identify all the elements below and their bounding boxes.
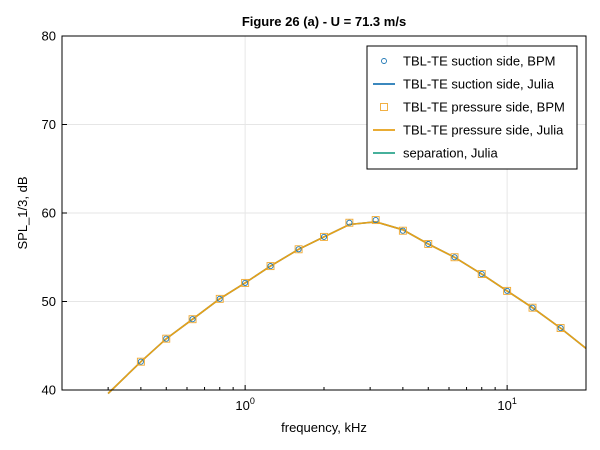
data-point (294, 245, 303, 254)
data-point (556, 324, 565, 332)
data-point (371, 216, 380, 225)
series-line (107, 220, 587, 395)
data-point (189, 316, 196, 323)
series (107, 220, 587, 395)
y-tick-label: 60 (42, 206, 56, 221)
series (137, 217, 564, 365)
data-point (451, 254, 458, 261)
x-tick-label: 100 (235, 396, 254, 413)
data-point (424, 240, 433, 248)
series-layer (107, 216, 587, 395)
legend-marker (380, 103, 388, 111)
legend-item: TBL-TE suction side, BPM (381, 54, 555, 69)
y-tick-label: 40 (42, 383, 56, 398)
legend-label: TBL-TE pressure side, Julia (403, 123, 564, 138)
data-point (320, 232, 328, 241)
legend-marker (381, 58, 387, 64)
legend-box (366, 45, 578, 170)
y-tick-label: 50 (42, 294, 56, 309)
x-tick-label: 101 (497, 396, 516, 413)
legend: TBL-TE suction side, BPM TBL-TE suction s… (366, 45, 578, 170)
legend-label: TBL-TE pressure side, BPM (403, 100, 565, 115)
data-point (398, 226, 407, 235)
data-point (528, 303, 537, 312)
data-point (345, 218, 354, 227)
y-tick-label: 80 (42, 29, 56, 44)
data-point (557, 324, 564, 332)
data-point (215, 294, 224, 303)
data-point (425, 240, 432, 248)
series-line (107, 220, 587, 395)
data-point (267, 263, 274, 270)
data-point (163, 335, 170, 342)
y-tick-label: 70 (42, 117, 56, 132)
data-point (477, 270, 486, 279)
data-point (242, 279, 249, 286)
legend-label: separation, Julia (403, 146, 498, 161)
legend-label: TBL-TE suction side, BPM (403, 54, 555, 69)
data-point (162, 334, 171, 343)
legend-item: separation, Julia (373, 146, 498, 161)
chart-title: Figure 26 (a) - U = 71.3 m/s (242, 14, 406, 29)
data-point (295, 246, 302, 253)
series (136, 216, 565, 366)
data-point (399, 227, 406, 234)
data-point (216, 295, 223, 302)
data-point (503, 286, 512, 295)
x-axis-label: frequency, kHz (281, 420, 367, 435)
series (107, 220, 587, 395)
data-point (450, 253, 459, 262)
legend-item: TBL-TE suction side, Julia (373, 77, 555, 92)
data-point (346, 219, 353, 226)
data-point (320, 233, 328, 240)
data-point (137, 358, 144, 365)
legend-label: TBL-TE suction side, Julia (403, 77, 555, 92)
data-point (504, 287, 511, 294)
legend-item: TBL-TE pressure side, Julia (373, 123, 564, 138)
data-point (241, 278, 250, 287)
ticks: 40 50 60 70 80 100 101 (42, 29, 587, 413)
legend-item: TBL-TE pressure side, BPM (380, 100, 565, 115)
data-point (372, 217, 379, 224)
data-point (478, 271, 485, 278)
data-point (136, 357, 145, 366)
data-point (266, 262, 275, 271)
data-point (529, 304, 536, 311)
y-axis-label: SPL_1/3, dB (15, 177, 30, 250)
data-point (188, 315, 197, 324)
